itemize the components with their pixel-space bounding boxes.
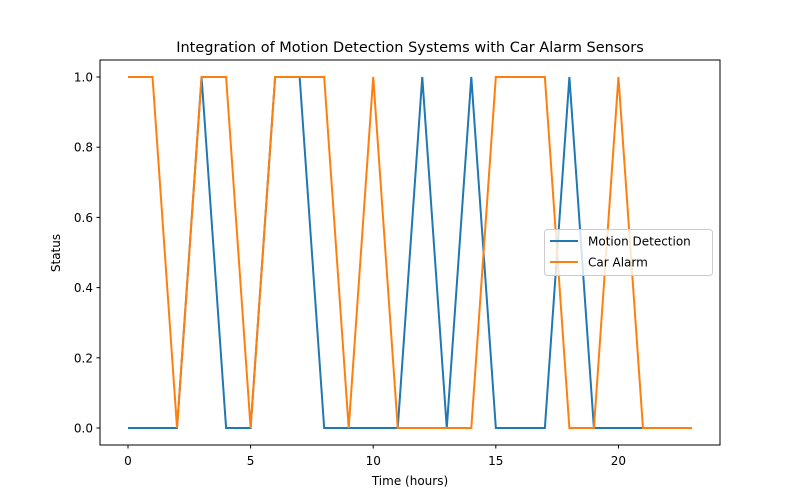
x-tick-label: 0 [124, 454, 132, 468]
y-tick-label: 0.8 [74, 141, 93, 155]
legend-label-car-alarm: Car Alarm [588, 256, 648, 270]
series-line-car-alarm [128, 76, 692, 429]
series-layer [128, 76, 692, 429]
y-axis-ticks: 0.0 0.2 0.4 0.6 0.8 1.0 [74, 71, 100, 436]
chart-title: Integration of Motion Detection Systems … [176, 40, 644, 56]
x-tick-label: 15 [488, 454, 503, 468]
y-tick-label: 0.0 [74, 422, 93, 436]
y-tick-label: 1.0 [74, 71, 93, 85]
x-tick-label: 10 [366, 454, 381, 468]
y-tick-label: 0.2 [74, 351, 93, 365]
x-axis-ticks: 0 5 10 15 20 [124, 445, 626, 468]
legend-box [544, 229, 713, 276]
x-tick-label: 20 [611, 454, 626, 468]
y-axis-label: Status [49, 234, 63, 272]
legend: Motion Detection Car Alarm [544, 229, 713, 276]
y-tick-label: 0.6 [74, 211, 93, 225]
x-axis-label: Time (hours) [371, 474, 448, 488]
axes-frame [99, 59, 721, 446]
legend-label-motion-detection: Motion Detection [588, 235, 691, 249]
series-line-motion-detection [128, 76, 692, 429]
y-tick-label: 0.4 [74, 281, 93, 295]
x-tick-label: 5 [247, 454, 255, 468]
